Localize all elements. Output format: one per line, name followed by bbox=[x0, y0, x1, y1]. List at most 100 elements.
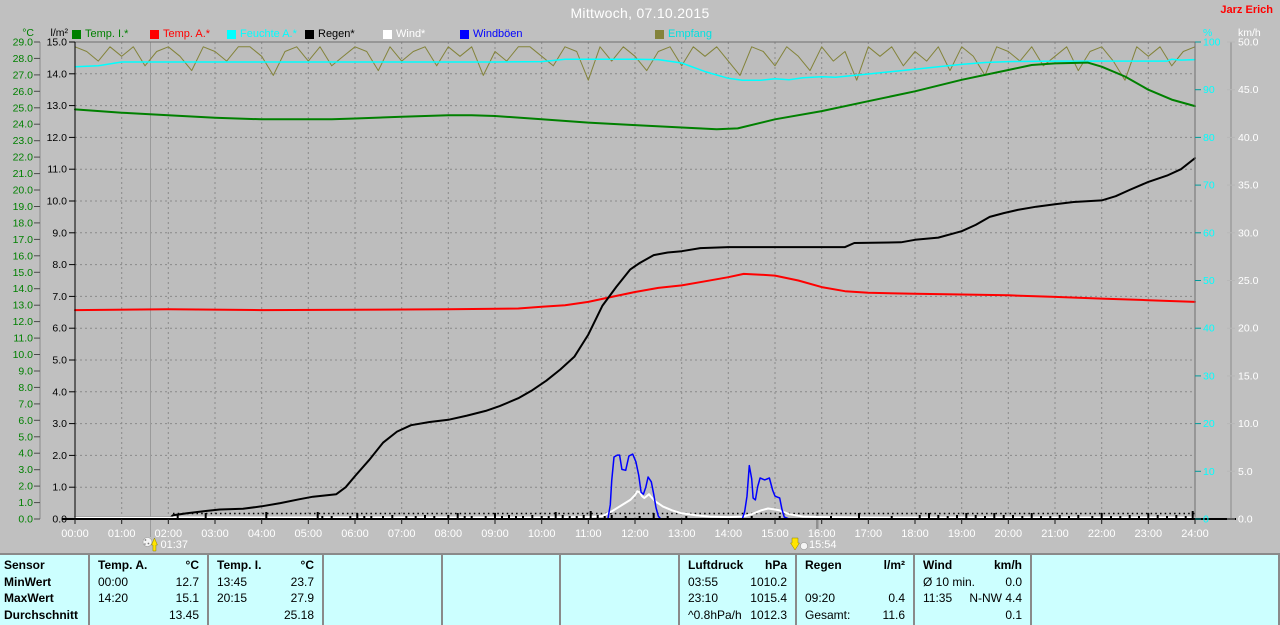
stats-value-cell bbox=[1032, 574, 1280, 591]
stats-value-number: 12.7 bbox=[175, 574, 199, 589]
stats-value-time: 14:20 bbox=[98, 591, 129, 606]
svg-text:10: 10 bbox=[1203, 466, 1215, 478]
stats-value-number: 13.45 bbox=[168, 607, 199, 622]
stats-value-cell: 09:20 0.4 bbox=[797, 590, 913, 607]
svg-text:21.0: 21.0 bbox=[13, 168, 34, 180]
svg-text:20.0: 20.0 bbox=[1238, 323, 1259, 335]
svg-text:3.0: 3.0 bbox=[52, 418, 67, 430]
svg-text:5.0: 5.0 bbox=[1238, 466, 1253, 478]
stats-value-cell: 0.1 bbox=[915, 607, 1030, 624]
svg-text:6.0: 6.0 bbox=[18, 415, 33, 427]
legend-item-empfang[interactable]: Empfang bbox=[655, 28, 712, 40]
stats-column-unit: hPa bbox=[764, 558, 787, 573]
svg-text:02:00: 02:00 bbox=[155, 528, 183, 540]
legend-label: Feuchte A.* bbox=[240, 28, 297, 40]
stats-column-header bbox=[443, 557, 559, 574]
svg-text:5.0: 5.0 bbox=[52, 355, 67, 367]
stats-column-luftdruck: Luftdruck hPa 03:55 1010.2 23:10 1015.4 ^0.8hP… bbox=[678, 555, 795, 625]
stats-value-number: 27.9 bbox=[290, 591, 314, 606]
stats-column-name: Regen bbox=[805, 558, 842, 573]
legend-item-windb-en[interactable]: Windböen bbox=[460, 28, 523, 40]
stats-value-time: 11:35 bbox=[923, 591, 953, 606]
svg-text:20:00: 20:00 bbox=[995, 528, 1023, 540]
stats-value-number: 1015.4 bbox=[750, 591, 787, 606]
right-wind-axis-unit: km/h bbox=[1238, 27, 1261, 39]
svg-text:22:00: 22:00 bbox=[1088, 528, 1116, 540]
stats-column-name: Temp. A. bbox=[98, 558, 148, 573]
svg-text:1.0: 1.0 bbox=[18, 497, 33, 509]
svg-text:2.0: 2.0 bbox=[52, 450, 67, 462]
svg-text:07:00: 07:00 bbox=[388, 528, 416, 540]
time-markers[interactable]: 01:37 15:54 bbox=[142, 537, 837, 552]
svg-text:18:00: 18:00 bbox=[901, 528, 929, 540]
svg-text:23:00: 23:00 bbox=[1135, 528, 1163, 540]
plot-area bbox=[75, 42, 1195, 519]
legend-item-temp-a[interactable]: Temp. A.* bbox=[150, 28, 210, 40]
stats-value-cell: 13.45 bbox=[90, 607, 207, 624]
stats-column-empty bbox=[441, 555, 559, 625]
svg-text:15.0: 15.0 bbox=[13, 267, 34, 279]
svg-text:24.0: 24.0 bbox=[13, 119, 34, 131]
stats-value-cell bbox=[443, 607, 559, 624]
stats-value-cell bbox=[1032, 607, 1280, 624]
svg-text:25.0: 25.0 bbox=[13, 102, 34, 114]
series-temp_a-line bbox=[74, 272, 1196, 312]
stats-row-label: MaxWert bbox=[0, 590, 88, 607]
stats-column-header: Temp. A. °C bbox=[90, 557, 207, 574]
legend-item-feuchte-a[interactable]: Feuchte A.* bbox=[227, 28, 297, 40]
stats-column-header: Luftdruck hPa bbox=[680, 557, 795, 574]
svg-text:50.0: 50.0 bbox=[1238, 37, 1259, 49]
arrow-down-icon bbox=[790, 537, 800, 551]
svg-text:15:00: 15:00 bbox=[761, 528, 789, 540]
legend-swatch-icon bbox=[460, 29, 469, 39]
svg-text:26.0: 26.0 bbox=[13, 86, 34, 98]
chart-plot: 0.0 1.0 2.0 3.0 4.0 5.0 6.0 7.0 8.0 9.0 10.0 11.0 12… bbox=[13, 37, 1259, 552]
stats-value-cell bbox=[561, 607, 678, 624]
legend-label: Temp. I.* bbox=[85, 28, 129, 40]
stats-value-time: 03:55 bbox=[688, 574, 719, 589]
stats-value-cell: 23:10 1015.4 bbox=[680, 590, 795, 607]
svg-text:70: 70 bbox=[1203, 180, 1215, 192]
stats-value-number: 23.7 bbox=[290, 574, 314, 589]
stats-value-time: Gesamt: bbox=[805, 607, 851, 622]
svg-text:19:00: 19:00 bbox=[948, 528, 976, 540]
stats-column-name: Luftdruck bbox=[688, 558, 744, 573]
legend-item-wind[interactable]: Wind* bbox=[383, 28, 425, 40]
svg-text:90: 90 bbox=[1203, 84, 1215, 96]
svg-text:20: 20 bbox=[1203, 418, 1215, 430]
legend-item-regen[interactable]: Regen* bbox=[305, 28, 355, 40]
svg-text:0.0: 0.0 bbox=[18, 514, 33, 526]
svg-text:13.0: 13.0 bbox=[13, 300, 34, 312]
svg-text:30.0: 30.0 bbox=[1238, 227, 1259, 239]
stats-column-empty bbox=[1030, 555, 1280, 625]
svg-text:15.0: 15.0 bbox=[1238, 370, 1259, 382]
series-wind-line bbox=[74, 490, 1196, 519]
legend-item-temp-i[interactable]: Temp. I.* bbox=[72, 28, 128, 40]
svg-text:0: 0 bbox=[1203, 514, 1209, 526]
stats-column-empty bbox=[559, 555, 678, 625]
stats-value-time: 23:10 bbox=[688, 591, 719, 606]
stats-value-cell bbox=[561, 590, 678, 607]
svg-text:30: 30 bbox=[1203, 370, 1215, 382]
svg-text:28.0: 28.0 bbox=[13, 53, 34, 65]
svg-text:23.0: 23.0 bbox=[13, 135, 34, 147]
stats-value-number: 25.18 bbox=[283, 607, 314, 622]
stats-column-temp-i: Temp. I. °C 13:45 23.7 20:15 27.9 25.18 bbox=[207, 555, 322, 625]
stats-row-label-text: Durchschnitt bbox=[4, 607, 79, 622]
stats-value-cell bbox=[443, 574, 559, 591]
svg-text:10:00: 10:00 bbox=[528, 528, 556, 540]
stats-value-number: 11.6 bbox=[882, 607, 905, 622]
right-humidity-axis-unit: % bbox=[1203, 27, 1213, 39]
rain-event-ticks bbox=[176, 511, 1194, 519]
x-axis-labels: 00:00 01:00 02:00 03:00 04:00 05:00 06:00 07:00… bbox=[61, 519, 1209, 540]
legend-swatch-icon bbox=[227, 29, 236, 39]
legend-swatch-icon bbox=[305, 29, 314, 39]
arrow-up-icon bbox=[151, 537, 158, 552]
svg-text:7.0: 7.0 bbox=[52, 291, 67, 303]
svg-text:40: 40 bbox=[1203, 323, 1215, 335]
stats-value-time: 13:45 bbox=[217, 574, 248, 589]
svg-text:25.0: 25.0 bbox=[1238, 275, 1259, 287]
stats-value-time: 00:00 bbox=[98, 574, 129, 589]
stats-value-number: 1010.2 bbox=[750, 574, 787, 589]
